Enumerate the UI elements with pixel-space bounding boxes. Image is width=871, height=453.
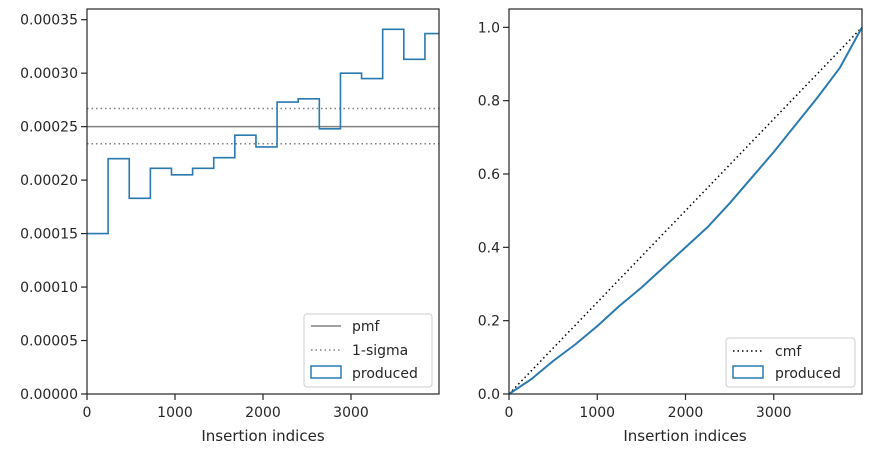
right-y-tick-label: 0.8 — [478, 94, 500, 110]
right-x-tick-label: 2000 — [668, 405, 704, 421]
legend-produced-swatch-right — [732, 365, 764, 379]
left-x-axis-label: Insertion indices — [201, 427, 324, 445]
right-axes-frame — [508, 8, 863, 395]
produced-cumulative-line — [508, 26, 863, 395]
legend-produced-label: produced — [352, 366, 418, 382]
cmf-line — [508, 26, 863, 395]
right-y-tick-label: 1.0 — [478, 20, 500, 36]
right-plot-area — [508, 26, 863, 395]
legend-pmf-label: pmf — [352, 319, 381, 335]
left-x-tick-label: 3000 — [333, 405, 369, 421]
legend-sigma-label: 1-sigma — [352, 343, 408, 359]
left-y-tick-label: 0.00025 — [20, 120, 78, 136]
right-y-tick-label: 0.4 — [478, 240, 500, 256]
legend-produced-swatch — [310, 365, 342, 379]
left-x-tick-label: 1000 — [157, 405, 193, 421]
left-y-tick-label: 0.00030 — [20, 66, 78, 82]
left-x-tick-label: 2000 — [245, 405, 281, 421]
produced-histogram-step — [87, 28, 439, 235]
right-x-tick-label: 0 — [505, 405, 514, 421]
right-ticks: 0 1000 2000 3000 0.0 0.2 0.4 0.6 0.8 1.0 — [478, 20, 792, 421]
left-legend: pmf 1-sigma produced — [303, 313, 433, 388]
right-y-tick-label: 0.6 — [478, 167, 500, 183]
right-legend-box — [725, 337, 856, 388]
left-y-tick-label: 0.00010 — [20, 280, 78, 296]
left-plot-area — [87, 28, 439, 235]
right-y-tick-label: 0.0 — [478, 387, 500, 403]
left-y-tick-label: 0.00000 — [20, 387, 78, 403]
legend-produced-label-right: produced — [775, 366, 841, 382]
left-ticks: 0 1000 2000 3000 0.00000 0.00005 0.00010 0.0001… — [20, 13, 369, 421]
left-axes-frame — [86, 8, 440, 395]
left-legend-box — [303, 313, 433, 388]
chart-right: 0 1000 2000 3000 0.0 0.2 0.4 0.6 0.8 1.0 Insertio… — [478, 8, 863, 445]
legend-cmf-label: cmf — [775, 344, 802, 360]
left-y-tick-label: 0.00035 — [20, 13, 78, 29]
right-legend: cmf produced — [725, 337, 856, 388]
left-x-tick-label: 0 — [83, 405, 92, 421]
right-y-tick-label: 0.2 — [478, 314, 500, 330]
chart-left: 0 1000 2000 3000 0.00000 0.00005 0.00010 0.0001… — [20, 8, 440, 445]
right-x-tick-label: 1000 — [579, 405, 615, 421]
left-y-tick-label: 0.00020 — [20, 173, 78, 189]
left-y-tick-label: 0.00005 — [20, 334, 78, 350]
right-x-tick-label: 3000 — [756, 405, 792, 421]
right-x-axis-label: Insertion indices — [623, 427, 746, 445]
left-y-tick-label: 0.00015 — [20, 227, 78, 243]
